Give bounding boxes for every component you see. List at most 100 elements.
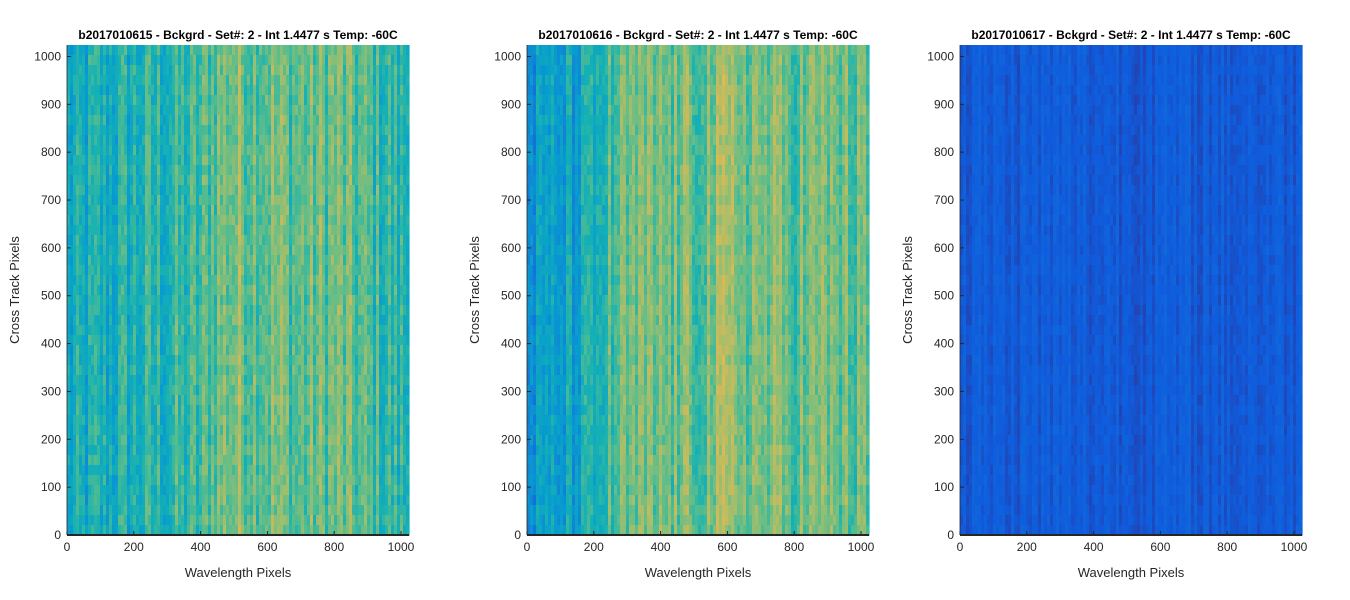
heatmap-cell <box>172 305 176 316</box>
heatmap-cell <box>199 265 203 276</box>
heatmap-cell <box>331 125 335 136</box>
heatmap-cell <box>214 65 218 76</box>
heatmap-cell <box>247 385 251 396</box>
heatmap-cell <box>313 505 317 516</box>
heatmap-cell <box>253 525 257 536</box>
heatmap-cell <box>115 425 119 436</box>
heatmap-cell <box>325 395 329 406</box>
heatmap-cell <box>154 175 158 186</box>
heatmap-cell <box>106 485 110 496</box>
heatmap-cell <box>130 215 134 226</box>
heatmap-cell <box>232 185 236 196</box>
heatmap-cell <box>319 135 323 146</box>
heatmap-cell <box>214 95 218 106</box>
heatmap-cell <box>205 485 209 496</box>
heatmap-cell <box>271 345 275 356</box>
heatmap-cell <box>283 515 287 526</box>
heatmap-cell <box>76 255 80 266</box>
heatmap-cell <box>226 265 230 276</box>
heatmap-cell <box>304 425 308 436</box>
heatmap-cell <box>313 435 317 446</box>
heatmap-cell <box>238 225 242 236</box>
heatmap-cell <box>121 265 125 276</box>
heatmap-cell <box>94 125 98 136</box>
heatmap-cell <box>91 425 95 436</box>
heatmap-cell <box>217 105 221 116</box>
heatmap-cell <box>325 375 329 386</box>
heatmap-cell <box>295 295 299 306</box>
heatmap-cell <box>169 305 173 316</box>
heatmap-cell <box>289 445 293 456</box>
heatmap-cell <box>73 465 77 476</box>
heatmap-cell <box>157 65 161 76</box>
heatmap-cell <box>79 105 83 116</box>
heatmap-cell <box>181 225 185 236</box>
heatmap-cell <box>214 285 218 296</box>
heatmap-cell <box>268 505 272 516</box>
heatmap-cell <box>130 305 134 316</box>
heatmap-cell <box>190 405 194 416</box>
heatmap-cell <box>319 105 323 116</box>
heatmap-cell <box>151 65 155 76</box>
heatmap-cell <box>280 415 284 426</box>
heatmap-cell <box>247 285 251 296</box>
heatmap-cell <box>187 175 191 186</box>
heatmap-cell <box>217 405 221 416</box>
heatmap-cell <box>184 255 188 266</box>
heatmap-cell <box>196 355 200 366</box>
heatmap-cell <box>175 295 179 306</box>
heatmap-cell <box>133 155 137 166</box>
heatmap-cell <box>208 125 212 136</box>
heatmap-cell <box>304 85 308 96</box>
heatmap-cell <box>202 515 206 526</box>
heatmap-cell <box>223 515 227 526</box>
heatmap-cell <box>97 255 101 266</box>
heatmap-cell <box>85 235 89 246</box>
heatmap-cell <box>208 455 212 466</box>
heatmap-image <box>67 45 410 536</box>
heatmap-cell <box>193 205 197 216</box>
heatmap-cell <box>91 405 95 416</box>
heatmap-cell <box>307 505 311 516</box>
heatmap-cell <box>88 165 92 176</box>
heatmap-cell <box>109 185 113 196</box>
heatmap-cell <box>214 345 218 356</box>
heatmap-cell <box>244 385 248 396</box>
heatmap-cell <box>88 155 92 166</box>
heatmap-cell <box>115 105 119 116</box>
heatmap-cell <box>220 285 224 296</box>
heatmap-cell <box>277 345 281 356</box>
heatmap-cell <box>100 145 104 156</box>
heatmap-cell <box>319 445 323 456</box>
heatmap-cell <box>91 515 95 526</box>
heatmap-cell <box>130 335 134 346</box>
heatmap-cell <box>91 505 95 516</box>
heatmap-cell <box>211 185 215 196</box>
heatmap-cell <box>124 515 128 526</box>
heatmap-cell <box>325 405 329 416</box>
heatmap-cell <box>106 525 110 536</box>
heatmap-cell <box>205 455 209 466</box>
heatmap-cell <box>118 255 122 266</box>
heatmap-cell <box>169 265 173 276</box>
heatmap-cell <box>127 235 131 246</box>
heatmap-cell <box>310 385 314 396</box>
heatmap-cell <box>298 235 302 246</box>
heatmap-cell <box>91 315 95 326</box>
heatmap-cell <box>160 295 164 306</box>
heatmap-cell <box>262 255 266 266</box>
heatmap-cell <box>94 365 98 376</box>
heatmap-cell <box>178 395 182 406</box>
heatmap-cell <box>148 155 152 166</box>
heatmap-cell <box>151 105 155 116</box>
heatmap-cell <box>67 455 71 466</box>
heatmap-cell <box>325 305 329 316</box>
heatmap-cell <box>109 475 113 486</box>
heatmap-cell <box>214 355 218 366</box>
heatmap-cell <box>286 185 290 196</box>
heatmap-cell <box>322 235 326 246</box>
heatmap-cell <box>133 495 137 506</box>
heatmap-cell <box>307 175 311 186</box>
heatmap-cell <box>94 285 98 296</box>
heatmap-cell <box>280 125 284 136</box>
